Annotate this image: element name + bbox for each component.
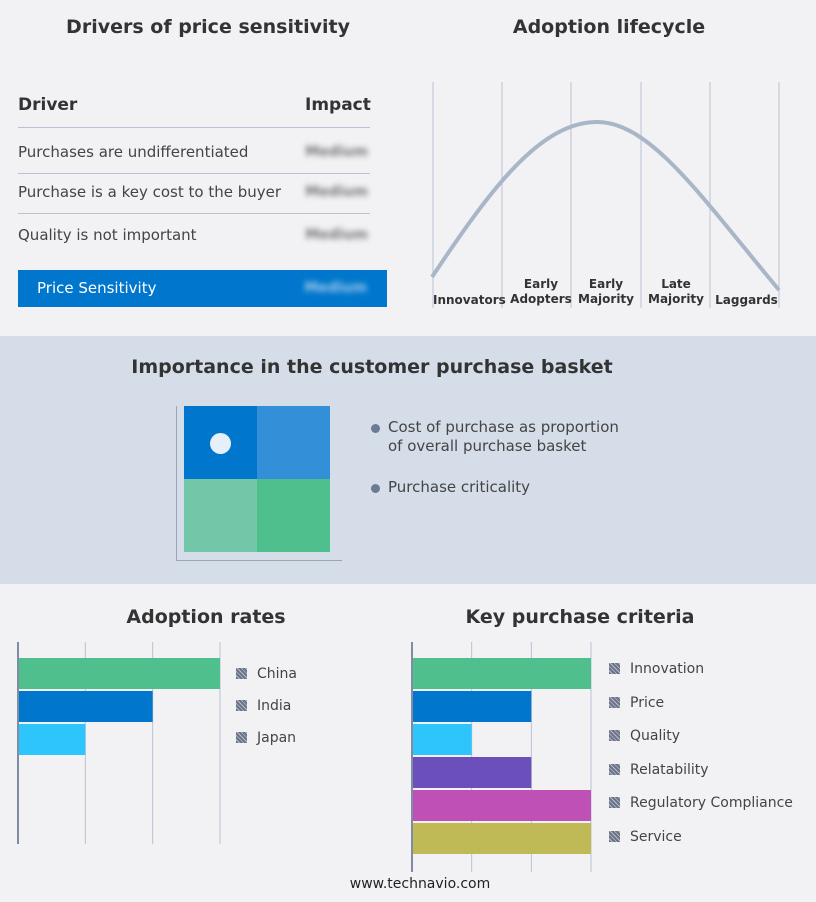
impact-value: Medium	[305, 184, 368, 200]
driver-row: Purchase is a key cost to the buyer Mediu…	[18, 171, 370, 214]
legend-item: India	[236, 698, 291, 714]
legend-item: Regulatory Compliance	[609, 795, 793, 811]
adoption-rates-title: Adoption rates	[126, 606, 286, 628]
bar-service	[413, 823, 591, 854]
bar-quality	[413, 724, 472, 755]
legend-label: China	[257, 666, 297, 682]
stage-label: Early Adopters	[510, 277, 572, 306]
matrix-quadrant	[184, 479, 257, 552]
driver-header: Driver	[18, 95, 78, 115]
driver-row: Quality is not important Medium	[18, 214, 370, 257]
driver-label: Quality is not important	[18, 226, 197, 244]
legend-item: Quality	[609, 728, 680, 744]
legend-swatch-icon	[609, 696, 620, 708]
matrix-x-axis	[176, 560, 342, 561]
legend-label: Service	[630, 829, 682, 845]
summary-impact: Medium	[304, 280, 367, 296]
drivers-title: Drivers of price sensitivity	[66, 16, 350, 38]
bar-japan	[19, 724, 86, 755]
lifecycle-chart	[430, 82, 781, 308]
impact-header: Impact	[305, 95, 371, 115]
bar-regulatory-compliance	[413, 790, 591, 821]
bar-price	[413, 691, 532, 722]
driver-label: Purchase is a key cost to the buyer	[18, 183, 282, 201]
legend-item: China	[236, 666, 297, 682]
legend-swatch-icon	[236, 668, 247, 679]
adoption-curve	[430, 119, 781, 292]
legend-item: Price	[609, 695, 664, 711]
legend-item: Innovation	[609, 661, 704, 677]
legend-item: Japan	[236, 730, 296, 746]
stage-label: Late Majority	[648, 277, 704, 306]
position-marker	[210, 433, 231, 454]
basket-bullet: Purchase criticality	[370, 478, 531, 496]
legend-item: Service	[609, 829, 682, 845]
legend-swatch-icon	[236, 700, 247, 711]
stage-label: Early Majority	[578, 277, 634, 306]
legend-label: Innovation	[630, 661, 705, 677]
bar-innovation	[413, 658, 591, 689]
bar-india	[19, 691, 153, 722]
legend-label: Price	[630, 694, 665, 711]
stage-label: Innovators	[433, 293, 506, 307]
bar-relatability	[413, 757, 532, 788]
bar-china	[19, 658, 220, 689]
legend-item: Relatability	[609, 762, 709, 778]
kpc-title: Key purchase criteria	[465, 606, 695, 628]
basket-bullet: Cost of purchase as proportion of overal…	[371, 418, 638, 456]
footer-url: www.technavio.com	[349, 876, 491, 892]
driver-label: Purchases are undifferentiated	[18, 143, 249, 161]
legend-swatch-icon	[609, 730, 620, 742]
legend-label: Quality	[630, 728, 681, 745]
matrix-quadrant	[257, 406, 330, 479]
lifecycle-title: Adoption lifecycle	[512, 16, 706, 38]
basket-title: Importance in the customer purchase bask…	[131, 356, 613, 378]
matrix-quadrant	[257, 479, 330, 552]
price-sensitivity-summary: Price Sensitivity Medium	[18, 270, 387, 307]
basket-section	[0, 336, 816, 584]
impact-value: Medium	[305, 144, 368, 160]
legend-swatch-icon	[609, 797, 620, 809]
legend-swatch-icon	[609, 763, 620, 775]
legend-swatch-icon	[609, 831, 620, 842]
legend-label: India	[257, 698, 292, 714]
driver-row: Purchases are undifferentiated Medium	[18, 131, 370, 174]
legend-swatch-icon	[236, 732, 247, 743]
summary-label: Price Sensitivity	[37, 279, 157, 297]
legend-label: Relatability	[630, 761, 709, 778]
matrix-y-axis	[176, 406, 177, 560]
impact-value: Medium	[305, 227, 368, 243]
stage-label: Laggards	[715, 293, 778, 307]
legend-swatch-icon	[609, 663, 620, 674]
legend-label: Regulatory Compliance	[630, 795, 793, 812]
legend-label: Japan	[257, 730, 297, 746]
header-divider	[18, 127, 370, 128]
